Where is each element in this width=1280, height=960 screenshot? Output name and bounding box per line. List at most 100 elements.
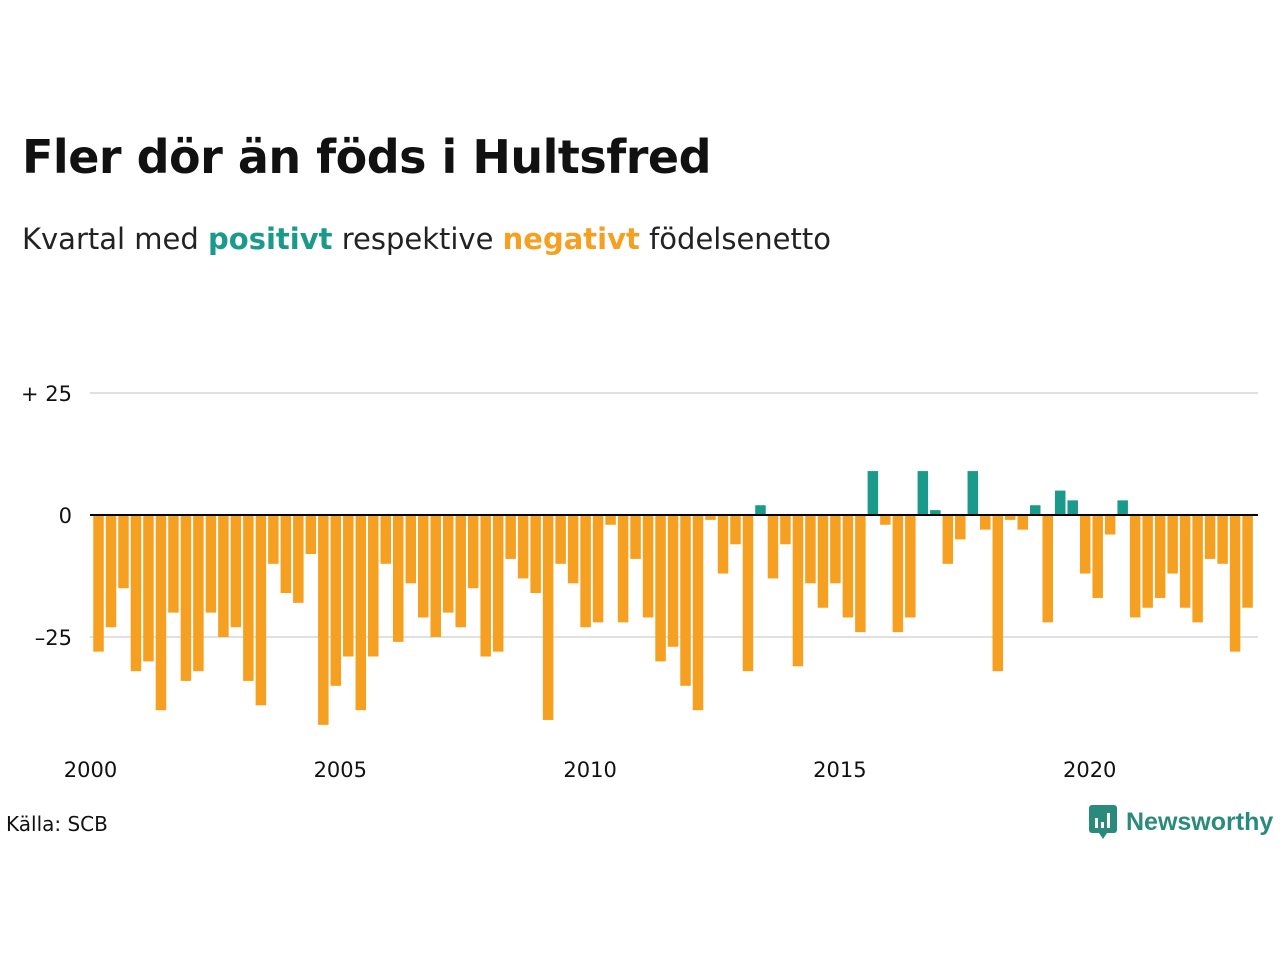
- bar: [430, 515, 441, 637]
- bar: [717, 515, 729, 574]
- bar: [955, 515, 966, 540]
- bar: [742, 515, 754, 672]
- subtitle-suffix: födelsenetto: [649, 222, 831, 256]
- bar: [255, 515, 267, 706]
- bar: [1017, 515, 1029, 530]
- bar: [293, 515, 304, 603]
- bar: [980, 515, 991, 530]
- x-tick-label: 2005: [314, 758, 367, 782]
- bar: [1179, 515, 1191, 608]
- bar: [318, 515, 329, 725]
- bar: [168, 515, 179, 613]
- bar: [792, 515, 804, 667]
- bar: [93, 515, 104, 652]
- bar: [268, 515, 279, 564]
- bar: [517, 515, 529, 579]
- bar: [592, 515, 604, 623]
- bar: [642, 515, 654, 618]
- newsworthy-brand[interactable]: Newsworthy: [1088, 804, 1273, 840]
- bar: [155, 515, 167, 711]
- bar: [368, 515, 379, 657]
- bar: [1142, 515, 1153, 608]
- bar: [143, 515, 154, 662]
- bar: [1192, 515, 1203, 623]
- bar: [805, 515, 816, 584]
- subtitle-negative: negativt: [502, 222, 640, 256]
- bar: [780, 515, 791, 545]
- bar: [1242, 515, 1253, 608]
- x-axis-ticks: 2000 2005 2010 2015 2020: [64, 758, 1117, 782]
- y-axis-ticks: + 25 0 –25: [21, 382, 72, 650]
- bar: [393, 515, 404, 642]
- bar: [405, 515, 416, 584]
- bar: [1067, 500, 1078, 515]
- y-tick-label: + 25: [21, 382, 72, 406]
- x-tick-label: 2000: [64, 758, 117, 782]
- bar: [480, 515, 491, 657]
- bar: [942, 515, 954, 564]
- bar: [692, 515, 704, 711]
- bar: [730, 515, 741, 545]
- x-tick-label: 2010: [563, 758, 616, 782]
- bar: [1129, 515, 1141, 618]
- newsworthy-logo-icon: [1089, 805, 1117, 839]
- bar: [667, 515, 679, 647]
- bar: [555, 515, 566, 564]
- bar: [230, 515, 242, 628]
- y-tick-label: 0: [59, 504, 72, 528]
- bar: [630, 515, 641, 559]
- bar: [455, 515, 466, 628]
- bar: [1154, 515, 1166, 598]
- bar: [1117, 500, 1128, 515]
- x-tick-label: 2015: [813, 758, 866, 782]
- bar: [243, 515, 254, 681]
- source-label: Källa: SCB: [6, 812, 108, 836]
- bar: [180, 515, 192, 681]
- bar: [505, 515, 516, 559]
- y-tick-label: –25: [35, 626, 72, 650]
- bar: [655, 515, 666, 662]
- bar: [830, 515, 841, 584]
- bar: [817, 515, 829, 608]
- bar: [530, 515, 541, 594]
- bar: [617, 515, 629, 623]
- subtitle-middle: respektive: [341, 222, 494, 256]
- bar: [1054, 490, 1066, 515]
- bar: [605, 515, 616, 525]
- bar: [380, 515, 392, 564]
- bar: [330, 515, 342, 686]
- bars: [93, 471, 1253, 725]
- bar: [580, 515, 591, 628]
- bar: [1104, 515, 1116, 535]
- bar: [218, 515, 229, 637]
- bar: [1005, 515, 1016, 520]
- bar: [193, 515, 204, 672]
- bar: [305, 515, 317, 555]
- bar: [1204, 515, 1216, 559]
- bar: [892, 515, 904, 633]
- bar: [680, 515, 691, 686]
- bar: [842, 515, 854, 618]
- bar: [855, 515, 866, 633]
- bar: [1079, 515, 1091, 574]
- bar: [1217, 515, 1228, 564]
- bar: [755, 505, 766, 515]
- bar: [930, 510, 941, 515]
- bar: [567, 515, 579, 584]
- bar: [105, 515, 117, 628]
- bar: [992, 515, 1004, 672]
- bar: [705, 515, 716, 520]
- bar: [1042, 515, 1053, 623]
- bar: [118, 515, 129, 589]
- bar: [867, 471, 879, 515]
- bar: [917, 471, 929, 515]
- bar: [767, 515, 779, 579]
- bar: [130, 515, 142, 672]
- bar: [492, 515, 504, 652]
- bar: [967, 471, 979, 515]
- chart-title: Fler dör än föds i Hultsfred: [22, 130, 712, 184]
- bar: [880, 515, 891, 525]
- bar: [205, 515, 217, 613]
- bar: [417, 515, 429, 618]
